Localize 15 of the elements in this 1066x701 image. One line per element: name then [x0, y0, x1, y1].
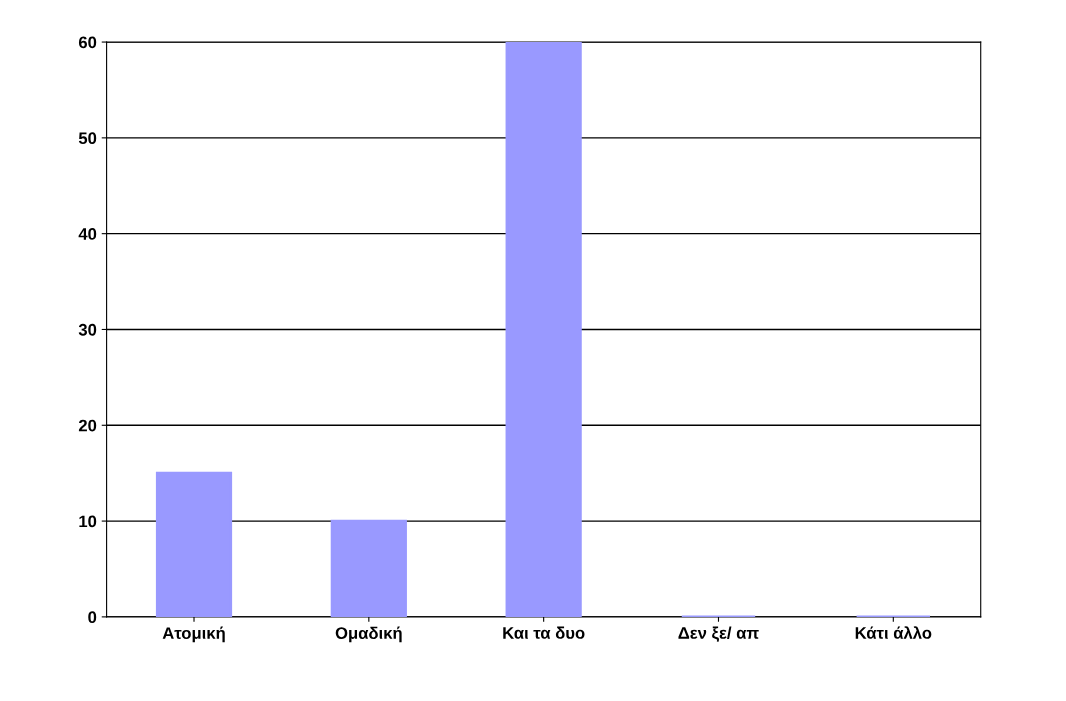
bar [505, 42, 582, 617]
y-tick-label: 10 [79, 515, 97, 528]
bar [330, 519, 407, 617]
y-tick-label: 40 [78, 228, 97, 240]
y-tick-label: 0 [88, 611, 97, 624]
x-tick-label: Κάτι άλλο [855, 626, 932, 639]
x-tick-label: Ατομική [162, 626, 225, 643]
y-tick-label: 50 [78, 132, 97, 145]
x-tick-label: Δεν ξε/ απ [678, 626, 759, 642]
y-tick-label: 30 [78, 323, 97, 336]
x-tick-label: Και τα δυο [503, 626, 585, 639]
bar [155, 471, 233, 617]
y-tick-label: 20 [78, 419, 97, 432]
y-tick-label: 60 [78, 36, 97, 49]
x-tick-label: Ομαδική [335, 626, 402, 643]
